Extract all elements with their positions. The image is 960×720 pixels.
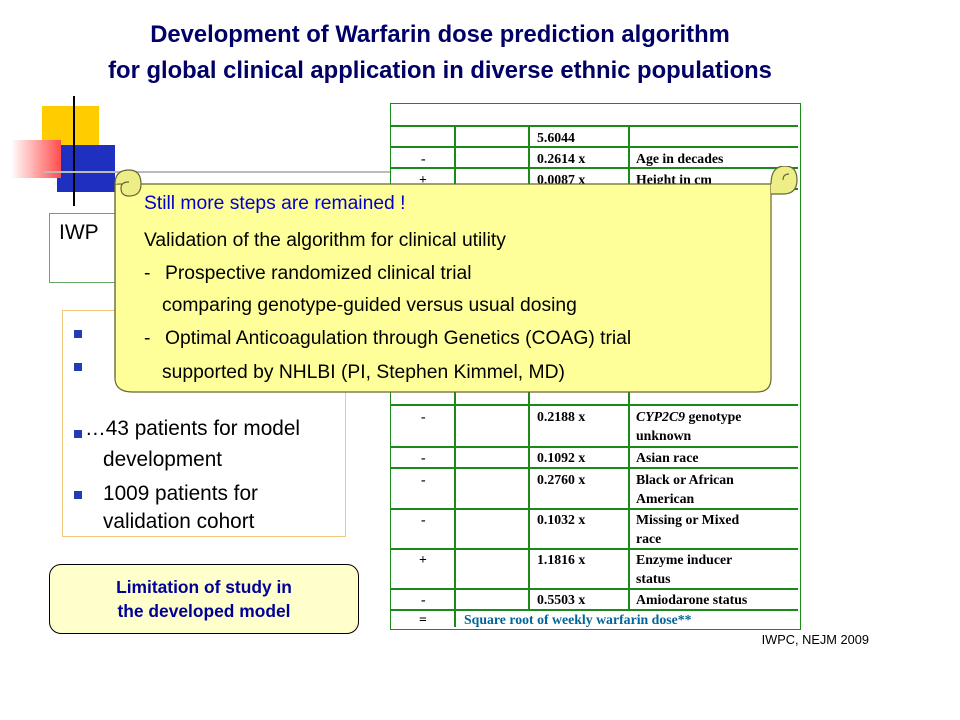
table-row-line	[391, 146, 798, 148]
table-row-line	[391, 548, 798, 550]
decor-blue-square	[57, 145, 115, 192]
limitation-box: Limitation of study in the developed mod…	[49, 564, 359, 634]
table-coef: 0.1092 x	[537, 450, 586, 465]
decor-horizontal-line	[44, 171, 404, 173]
table-coef: 0.2614 x	[537, 151, 586, 166]
table-op: -	[421, 409, 426, 424]
citation-footer: IWPC, NEJM 2009	[761, 632, 869, 647]
table-term: American	[636, 491, 695, 506]
table-term: unknown	[636, 428, 692, 443]
table-term-rest: genotype	[685, 409, 742, 424]
table-result-op: =	[419, 612, 427, 627]
table-term: Age in decades	[636, 151, 724, 166]
callout-line3-dash: -	[144, 263, 151, 284]
table-coef: 0.1032 x	[537, 512, 586, 527]
table-op: -	[421, 450, 426, 465]
bullet-4-line2: validation cohort	[103, 510, 255, 533]
callout-line4: comparing genotype-guided versus usual d…	[162, 295, 577, 316]
callout-scroll-shape	[114, 165, 798, 393]
table-term: Enzyme inducer	[636, 552, 733, 567]
slide-title-line2: for global clinical application in diver…	[108, 57, 772, 84]
decor-vertical-line	[73, 96, 75, 206]
table-coef: 0.2188 x	[537, 409, 586, 424]
table-term: CYP2C9 genotype	[636, 407, 741, 426]
table-term: Asian race	[636, 450, 699, 465]
table-op: +	[419, 172, 427, 187]
table-result-text: Square root of weekly warfarin dose**	[464, 612, 692, 627]
bullet-marker	[74, 363, 82, 371]
slide-title-line1: Development of Warfarin dose prediction …	[150, 21, 730, 48]
table-term: Missing or Mixed	[636, 512, 740, 527]
bullet-3-line1: …43 patients for model	[85, 417, 301, 440]
table-op: -	[421, 512, 426, 527]
callout-scroll: Still more steps are remained ! Validati…	[99, 165, 799, 406]
table-term: race	[636, 531, 662, 546]
bullet-3-line2: development	[103, 448, 223, 471]
table-coef: 1.1816 x	[537, 552, 586, 567]
bullet-marker	[74, 491, 82, 499]
table-row-line	[391, 167, 798, 169]
table-coef: 0.5503 x	[537, 592, 586, 607]
table-coef: 5.6044	[537, 130, 575, 145]
table-op: -	[421, 592, 426, 607]
table-coef: 0.0087 x	[537, 172, 586, 187]
callout-line3: Prospective randomized clinical trial	[165, 263, 472, 284]
callout-line5: Optimal Anticoagulation through Genetics…	[165, 328, 632, 349]
limitation-line2: the developed model	[117, 601, 291, 621]
table-term-italic: CYP2C9	[636, 409, 686, 424]
table-row-line	[391, 125, 798, 127]
callout-line6: supported by NHLBI (PI, Stephen Kimmel, …	[162, 362, 565, 383]
table-row-line	[391, 446, 798, 448]
table-row-line	[391, 609, 798, 611]
table-term: Height in cm	[636, 172, 712, 187]
bullet-4-line1: 1009 patients for	[103, 482, 258, 505]
table-coef: 0.2760 x	[537, 472, 586, 487]
table-op: +	[419, 552, 427, 567]
table-row-line	[391, 508, 798, 510]
callout-line2: Validation of the algorithm for clinical…	[144, 230, 506, 251]
table-op: -	[421, 472, 426, 487]
callout-line5-dash: -	[144, 328, 151, 349]
table-term: Amiodarone status	[636, 592, 748, 607]
callout-line1: Still more steps are remained !	[144, 193, 406, 214]
bullet-marker	[74, 330, 82, 338]
table-row-line	[391, 588, 798, 590]
table-row-line	[391, 404, 798, 406]
table-op: -	[421, 151, 426, 166]
table-row-line	[391, 467, 798, 469]
bullet-marker	[74, 430, 82, 438]
table-term: Black or African	[636, 472, 734, 487]
table-term: status	[636, 571, 671, 586]
limitation-line1: Limitation of study in	[116, 577, 292, 597]
iwpc-box-text: IWP	[59, 221, 99, 244]
